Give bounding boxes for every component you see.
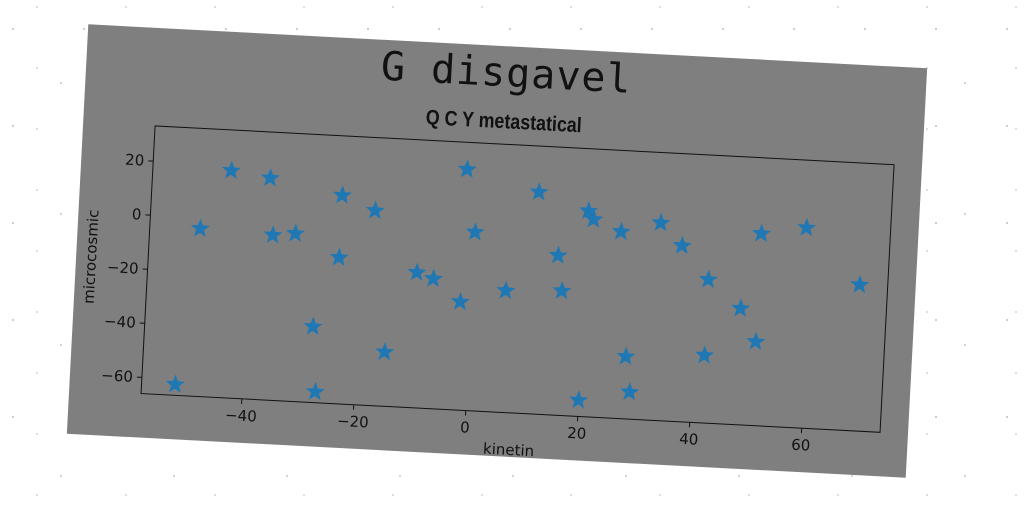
star-marker: [672, 235, 692, 255]
x-tick-label: −40: [225, 406, 258, 426]
star-marker: [731, 298, 751, 317]
star-marker: [329, 247, 349, 266]
x-tick-label: 0: [460, 418, 470, 436]
y-tick-label: −60: [101, 366, 134, 386]
star-marker: [407, 262, 427, 281]
plot-area-frame: [140, 125, 895, 433]
x-tick-label: 60: [791, 436, 811, 455]
star-marker: [190, 218, 210, 237]
star-marker: [695, 345, 715, 364]
star-marker: [699, 269, 719, 289]
star-marker: [332, 185, 352, 204]
star-marker: [529, 182, 549, 201]
star-marker: [751, 223, 771, 242]
star-marker: [286, 223, 306, 242]
star-marker: [457, 159, 477, 178]
y-tick-label: 0: [131, 205, 141, 223]
star-marker: [260, 168, 280, 187]
star-marker: [746, 331, 766, 351]
x-axis-label: kinetin: [483, 440, 535, 461]
star-marker: [365, 200, 385, 220]
y-tick-label: 20: [125, 151, 145, 170]
star-marker: [651, 212, 671, 232]
star-marker: [611, 221, 631, 241]
star-marker: [620, 382, 640, 401]
star-marker: [221, 160, 241, 179]
y-tick-label: −20: [106, 258, 139, 278]
y-tick-label: −40: [104, 312, 137, 332]
star-marker: [375, 342, 395, 361]
star-marker: [424, 268, 444, 288]
star-marker: [165, 374, 185, 393]
star-marker: [616, 346, 636, 366]
x-tick-label: 40: [679, 430, 699, 449]
star-marker: [579, 201, 599, 220]
star-marker: [450, 291, 470, 311]
star-marker: [548, 245, 568, 264]
scatter-markers: [165, 159, 870, 409]
star-marker: [797, 217, 817, 237]
x-tick-label: 20: [567, 424, 587, 443]
star-marker: [552, 280, 572, 300]
star-marker: [305, 381, 325, 401]
y-axis: 20 0 −20 −40 −60: [101, 151, 154, 386]
y-axis-label: microcosmic: [80, 209, 103, 304]
x-axis: −40 −20 0 20 40 60: [225, 398, 811, 455]
x-tick-label: −20: [337, 412, 370, 432]
chart-figure: G disgavel Q C Y metastatical −40 −20 0 20 4…: [66, 24, 928, 478]
star-marker: [569, 390, 589, 409]
star-marker: [465, 222, 485, 241]
star-marker: [850, 274, 870, 294]
star-marker: [303, 316, 323, 336]
star-marker: [584, 209, 604, 228]
star-marker: [263, 225, 283, 244]
scatter-plot: −40 −20 0 20 40 60 20 0 −20 −40 −60 kinetin micro…: [80, 125, 895, 461]
star-marker: [496, 280, 516, 300]
